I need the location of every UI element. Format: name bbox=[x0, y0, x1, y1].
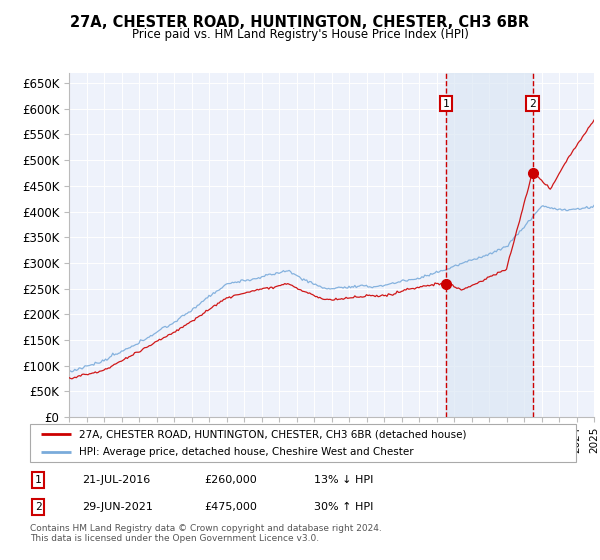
Text: £260,000: £260,000 bbox=[205, 475, 257, 485]
Text: 29-JUN-2021: 29-JUN-2021 bbox=[82, 502, 153, 512]
Bar bbox=[446, 73, 533, 417]
Text: HPI: Average price, detached house, Cheshire West and Chester: HPI: Average price, detached house, Ches… bbox=[79, 447, 414, 457]
Text: 2: 2 bbox=[35, 502, 41, 512]
FancyBboxPatch shape bbox=[30, 424, 576, 462]
Text: 27A, CHESTER ROAD, HUNTINGTON, CHESTER, CH3 6BR: 27A, CHESTER ROAD, HUNTINGTON, CHESTER, … bbox=[70, 15, 530, 30]
Text: Price paid vs. HM Land Registry's House Price Index (HPI): Price paid vs. HM Land Registry's House … bbox=[131, 28, 469, 41]
Text: 21-JUL-2016: 21-JUL-2016 bbox=[82, 475, 150, 485]
Text: Contains HM Land Registry data © Crown copyright and database right 2024.
This d: Contains HM Land Registry data © Crown c… bbox=[30, 524, 382, 543]
Text: 30% ↑ HPI: 30% ↑ HPI bbox=[314, 502, 373, 512]
Text: 27A, CHESTER ROAD, HUNTINGTON, CHESTER, CH3 6BR (detached house): 27A, CHESTER ROAD, HUNTINGTON, CHESTER, … bbox=[79, 429, 467, 439]
Text: £475,000: £475,000 bbox=[205, 502, 257, 512]
Text: 1: 1 bbox=[443, 99, 449, 109]
Text: 13% ↓ HPI: 13% ↓ HPI bbox=[314, 475, 373, 485]
Text: 1: 1 bbox=[35, 475, 41, 485]
Text: 2: 2 bbox=[529, 99, 536, 109]
